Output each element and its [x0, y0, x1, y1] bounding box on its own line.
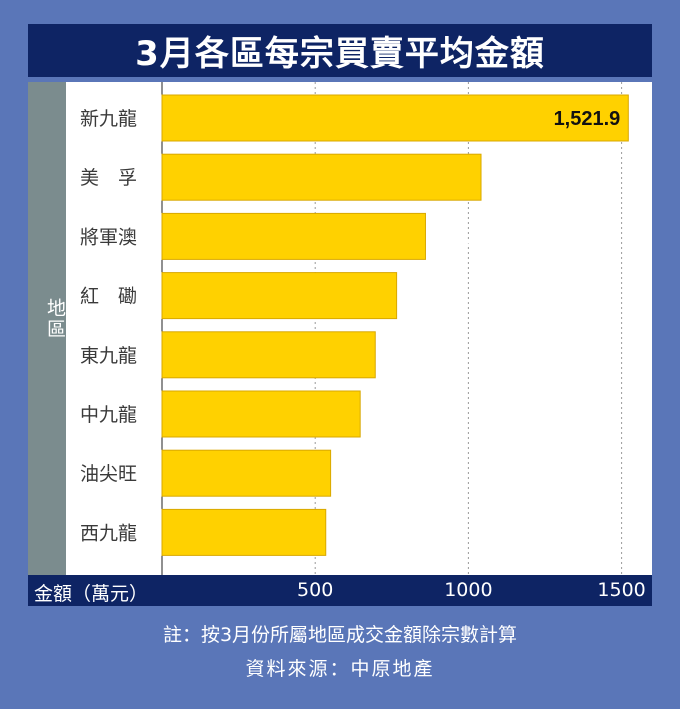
x-tick-2: 1500 — [597, 579, 646, 601]
source-note: 資料來源：中原地產 — [245, 658, 435, 680]
x-tick-0: 500 — [297, 579, 334, 601]
value-label-2: 859.9 — [432, 226, 482, 248]
x-axis-label: 金額（萬元） — [34, 583, 149, 605]
category-label-6: 油尖旺 — [80, 463, 137, 485]
category-label-0: 新九龍 — [80, 108, 137, 130]
bar-0 — [161, 94, 629, 142]
value-label-0: 1,521.9 — [554, 108, 621, 130]
value-label-6: 550.3 — [338, 463, 388, 485]
category-label-3: 紅 磡 — [80, 286, 137, 308]
category-label-7: 西九龍 — [80, 522, 137, 544]
y-axis-label: 地區 — [44, 298, 66, 340]
category-label-4: 東九龍 — [80, 345, 137, 367]
value-label-3: 765.7 — [404, 286, 454, 308]
bar-6 — [161, 449, 332, 497]
bar-4 — [161, 331, 376, 379]
bar-3 — [161, 272, 398, 320]
bar-7 — [161, 508, 327, 556]
x-axis-bar — [28, 575, 652, 606]
category-label-2: 將軍澳 — [80, 226, 137, 248]
category-label-1: 美 孚 — [80, 167, 137, 189]
bar-5 — [161, 390, 361, 438]
value-label-1: 1,041.2 — [488, 167, 555, 189]
bar-1 — [161, 153, 482, 201]
bar-2 — [161, 212, 426, 260]
title-bar: 3月各區每宗買賣平均金額 — [28, 24, 652, 77]
y-axis-band — [28, 82, 66, 575]
footnote: 註：按3月份所屬地區成交金額除宗數計算 — [162, 624, 518, 646]
chart-title: 3月各區每宗買賣平均金額 — [135, 34, 545, 74]
value-label-7: 534.4 — [333, 522, 384, 544]
category-label-5: 中九龍 — [80, 404, 137, 426]
x-tick-1: 1000 — [444, 579, 493, 601]
value-label-4: 696.0 — [382, 345, 432, 367]
value-label-5: 646.8 — [367, 404, 417, 426]
